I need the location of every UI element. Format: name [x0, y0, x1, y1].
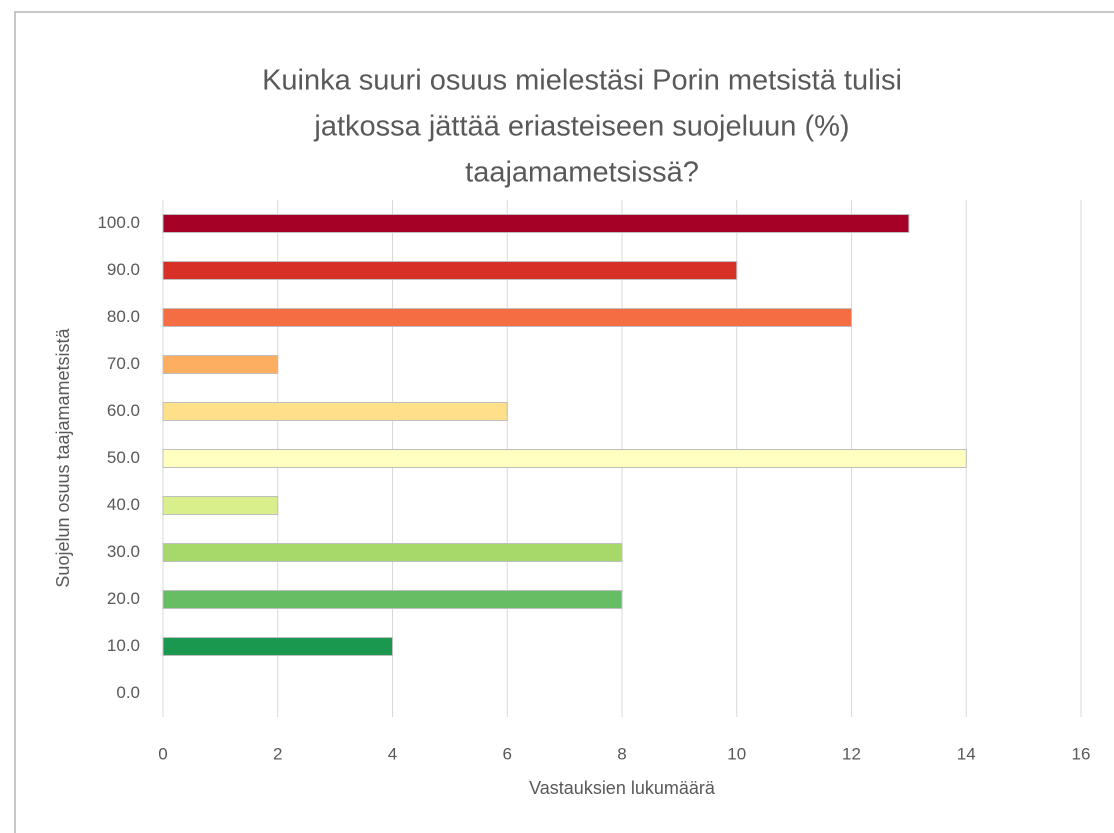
chart-title: taajamametsissä?	[465, 157, 699, 189]
y-tick-label: 40.0	[107, 495, 140, 514]
y-tick-label: 10.0	[107, 636, 140, 655]
x-tick-label: 6	[503, 744, 512, 763]
y-tick-label: 70.0	[107, 354, 140, 373]
y-tick-label: 20.0	[107, 589, 140, 608]
bar	[162, 496, 279, 515]
bar	[162, 543, 623, 562]
bar	[162, 590, 623, 609]
chart-title: jatkossa jättää eriasteiseen suojeluun (…	[313, 111, 849, 143]
x-tick-label: 14	[957, 744, 976, 763]
bar	[162, 308, 852, 327]
x-axis-label: Vastauksien lukumäärä	[529, 778, 716, 798]
x-tick-label: 4	[388, 744, 397, 763]
chart-frame	[14, 11, 1114, 833]
chart-title: Kuinka suuri osuus mielestäsi Porin mets…	[262, 65, 902, 97]
bar	[162, 449, 967, 468]
x-tick-label: 8	[617, 744, 626, 763]
y-tick-label: 30.0	[107, 542, 140, 561]
bar	[162, 355, 279, 374]
x-tick-label: 10	[727, 744, 746, 763]
x-tick-label: 12	[842, 744, 861, 763]
y-tick-label: 50.0	[107, 448, 140, 467]
y-axis-label: Suojelun osuus taajamametsistä	[53, 327, 73, 587]
y-tick-label: 100.0	[97, 213, 140, 232]
bar	[162, 214, 910, 233]
y-tick-label: 0.0	[116, 683, 140, 702]
x-tick-label: 2	[273, 744, 282, 763]
y-tick-label: 80.0	[107, 307, 140, 326]
y-tick-label: 60.0	[107, 401, 140, 420]
x-tick-label: 0	[158, 744, 167, 763]
bar	[162, 637, 393, 656]
bar	[162, 402, 508, 421]
y-tick-label: 90.0	[107, 260, 140, 279]
x-tick-label: 16	[1072, 744, 1091, 763]
bar	[162, 261, 738, 280]
